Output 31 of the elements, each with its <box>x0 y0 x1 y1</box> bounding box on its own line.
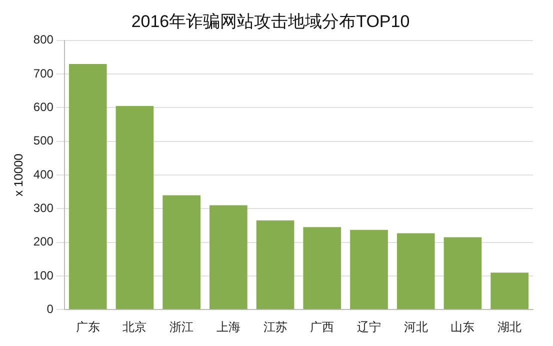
bar <box>162 195 200 310</box>
y-tick-label: 600 <box>33 100 54 114</box>
bar <box>350 230 388 310</box>
y-tick-label: 0 <box>46 302 54 316</box>
y-tick-label: 100 <box>33 268 54 282</box>
x-tick-label: 北京 <box>122 320 147 334</box>
chart-title: 2016年诈骗网站攻击地域分布TOP10 <box>131 12 410 31</box>
y-tick-label: 200 <box>33 234 54 249</box>
y-tick-label: 700 <box>33 66 54 80</box>
x-tick-label: 广东 <box>76 320 100 334</box>
bar <box>68 64 107 310</box>
x-tick-label: 湖北 <box>498 320 522 334</box>
x-tick-label: 山东 <box>450 320 475 334</box>
bar <box>396 233 435 310</box>
y-tick-label: 500 <box>33 134 54 148</box>
bar <box>116 106 154 310</box>
y-tick-label: 400 <box>33 167 54 182</box>
bar <box>210 205 248 310</box>
x-tick-label: 广西 <box>310 320 334 334</box>
y-tick-label: 300 <box>33 200 54 215</box>
x-tick-label: 辽宁 <box>357 320 381 334</box>
x-tick-label: 江苏 <box>263 320 288 334</box>
x-tick-label: 河北 <box>404 320 428 334</box>
y-axis-title: x 10000 <box>12 153 26 196</box>
bar <box>303 227 342 310</box>
x-tick-label: 上海 <box>216 320 240 334</box>
bar <box>444 237 482 310</box>
bar <box>490 272 528 310</box>
bar <box>256 220 294 310</box>
y-tick-label: 800 <box>33 32 54 47</box>
x-tick-label: 浙江 <box>170 320 194 334</box>
